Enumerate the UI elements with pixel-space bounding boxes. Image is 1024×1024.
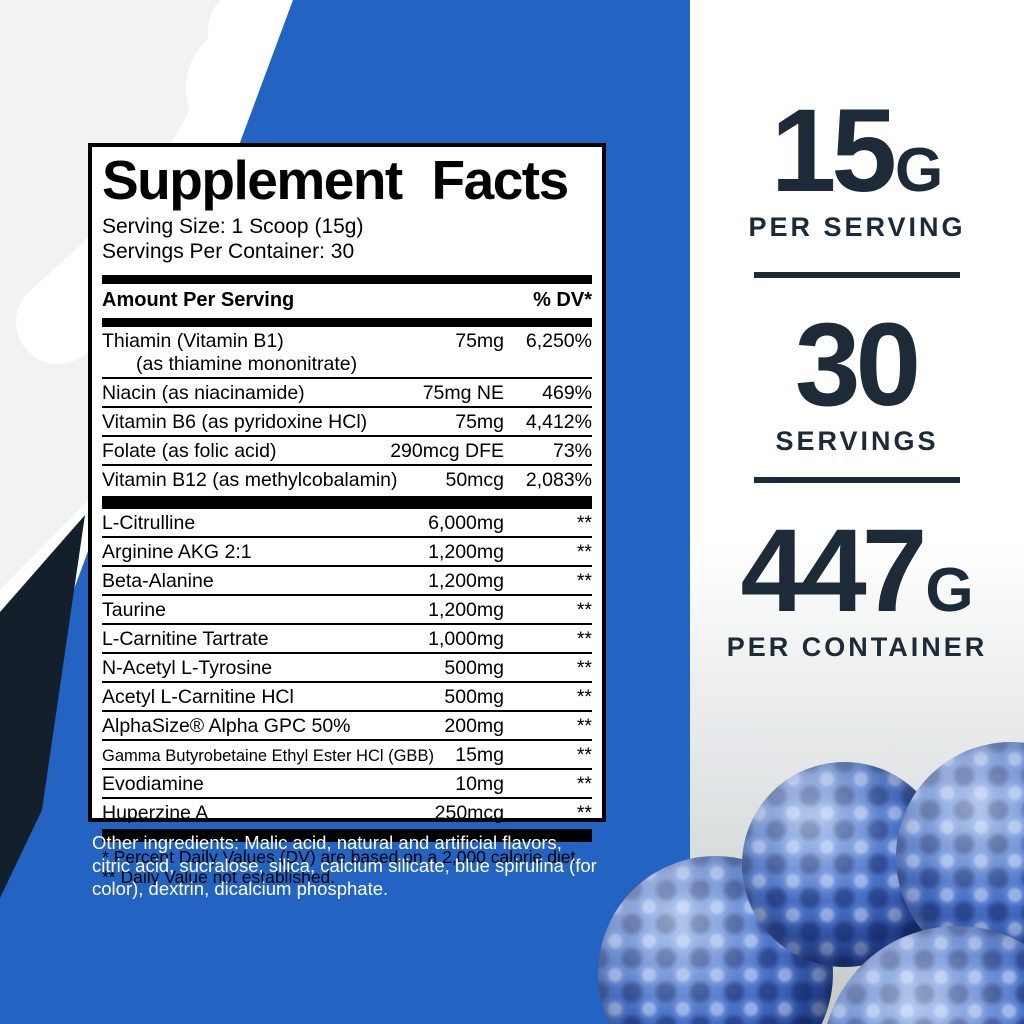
servings-count-value: 30 (794, 299, 921, 431)
nutrient-form: (as thiamine mononitrate) (136, 352, 358, 375)
nutrient-amount: 50mcg (445, 468, 504, 491)
ingredient-dv: ** (576, 714, 592, 737)
table-row: N-Acetyl L-Tyrosine 500mg ** (102, 654, 592, 683)
nutrient-name: Folate (as folic acid) (102, 439, 277, 462)
servings-per-container: Servings Per Container: 30 (102, 239, 355, 263)
per-serving-label: PER SERVING (748, 212, 966, 242)
header-amount: Amount Per Serving (102, 288, 295, 311)
ingredient-amount: 500mg (444, 656, 504, 679)
ingredient-dv: ** (576, 772, 592, 795)
ingredient-dv: ** (576, 627, 592, 650)
nutrient-amount: 75mg (455, 410, 504, 433)
badge-per-serving: 15G PER SERVING (690, 92, 1024, 243)
ingredient-amount: 6,000mg (428, 511, 504, 534)
ingredient-name: Arginine AKG 2:1 (102, 540, 252, 563)
table-row: Taurine 1,200mg ** (102, 596, 592, 625)
ingredient-name: L-Carnitine Tartrate (102, 627, 269, 650)
nutrient-dv: 73% (552, 439, 592, 462)
ingredient-dv: ** (576, 801, 592, 824)
table-row: Evodiamine 10mg ** (102, 770, 592, 799)
table-row: Niacin (as niacinamide) 75mg NE 469% (102, 379, 592, 408)
divider-bar (102, 828, 592, 842)
table-row: Gamma Butyrobetaine Ethyl Ester HCl (GBB… (102, 741, 592, 770)
ingredient-amount: 500mg (444, 685, 504, 708)
table-row: Arginine AKG 2:1 1,200mg ** (102, 538, 592, 567)
nutrient-amount: 75mg (455, 329, 504, 352)
ingredient-amount: 1,200mg (428, 540, 504, 563)
footnote-not-established: ** Daily Value not established. (102, 866, 336, 887)
nutrient-name: Vitamin B12 (as methylcobalamin) (102, 468, 398, 491)
per-container-label: PER CONTAINER (726, 632, 988, 662)
divider-rule (754, 272, 960, 278)
ingredient-amount: 250mcg (434, 801, 504, 824)
ingredient-amount: 1,200mg (428, 569, 504, 592)
ingredient-name: Gamma Butyrobetaine Ethyl Ester HCl (GBB… (102, 746, 434, 765)
table-row: Folate (as folic acid) 290mcg DFE 73% (102, 437, 592, 466)
nutrient-amount: 75mg NE (422, 381, 504, 404)
table-row: Vitamin B12 (as methylcobalamin) 50mcg 2… (102, 466, 592, 493)
ingredient-dv: ** (576, 656, 592, 679)
servings-label: SERVINGS (775, 426, 939, 456)
ingredient-name: Taurine (102, 598, 166, 621)
ingredient-amount: 1,200mg (428, 598, 504, 621)
nutrient-dv: 4,412% (525, 410, 592, 433)
nutrient-dv: 469% (542, 381, 592, 404)
badge-per-container: 447G PER CONTAINER (690, 512, 1024, 663)
badge-servings: 30 SERVINGS (690, 306, 1024, 457)
ingredient-name: Acetyl L-Carnitine HCl (102, 685, 294, 708)
ingredient-name: AlphaSize® Alpha GPC 50% (102, 714, 351, 737)
ingredient-dv: ** (576, 569, 592, 592)
table-row: Thiamin (Vitamin B1) (as thiamine mononi… (102, 327, 592, 379)
serving-grams-unit: G (895, 136, 944, 205)
ingredient-amount: 1,000mg (428, 627, 504, 650)
ingredient-dv: ** (576, 685, 592, 708)
nutrient-name: Thiamin (Vitamin B1) (102, 329, 284, 352)
divider-rule (754, 477, 960, 483)
ingredient-name: Huperzine A (102, 801, 209, 824)
ingredient-dv: ** (576, 598, 592, 621)
nutrient-name: Vitamin B6 (as pyridoxine HCl) (102, 410, 368, 433)
table-row: AlphaSize® Alpha GPC 50% 200mg ** (102, 712, 592, 741)
ingredient-dv: ** (576, 540, 592, 563)
ingredient-name: Beta-Alanine (102, 569, 214, 592)
ingredient-name: L-Citrulline (102, 511, 196, 534)
ingredient-name: Evodiamine (102, 772, 204, 795)
footnote-dv: * Percent Daily Values (DV) are based on… (102, 846, 581, 867)
nutrient-dv: 2,083% (525, 468, 592, 491)
callout-column: 15G PER SERVING 30 SERVINGS 447G PER CON… (690, 0, 1024, 700)
ingredient-amount: 10mg (455, 772, 504, 795)
other-ingredients: Other ingredients: Malic acid, natural a… (92, 832, 597, 899)
divider-bar (102, 274, 592, 284)
container-grams-unit: G (925, 556, 974, 625)
table-row: Beta-Alanine 1,200mg ** (102, 567, 592, 596)
nutrient-amount: 290mcg DFE (390, 439, 504, 462)
header-dv: % DV* (533, 288, 592, 311)
table-row: Huperzine A 250mcg ** (102, 799, 592, 826)
table-row: Acetyl L-Carnitine HCl 500mg ** (102, 683, 592, 712)
serving-grams-value: 15 (770, 85, 897, 217)
ingredient-dv: ** (576, 743, 592, 766)
ingredient-dv: ** (576, 511, 592, 534)
divider-bar (102, 495, 592, 509)
nutrient-dv: 6,250% (525, 329, 592, 352)
table-row: Vitamin B6 (as pyridoxine HCl) 75mg 4,41… (102, 408, 592, 437)
table-row: L-Carnitine Tartrate 1,000mg ** (102, 625, 592, 654)
ingredient-name: N-Acetyl L-Tyrosine (102, 656, 273, 679)
container-grams-value: 447 (740, 505, 927, 637)
table-header: Amount Per Serving % DV* (102, 284, 592, 316)
ingredient-amount: 15mg (455, 743, 504, 766)
ingredient-amount: 200mg (444, 714, 504, 737)
panel-title: Supplement Facts (102, 149, 569, 211)
nutrient-name: Niacin (as niacinamide) (102, 381, 305, 404)
supplement-facts-panel: Supplement Facts Serving Size: 1 Scoop (… (88, 143, 606, 887)
table-row: L-Citrulline 6,000mg ** (102, 509, 592, 538)
divider-bar (102, 317, 592, 327)
serving-size: Serving Size: 1 Scoop (15g) (102, 214, 364, 238)
